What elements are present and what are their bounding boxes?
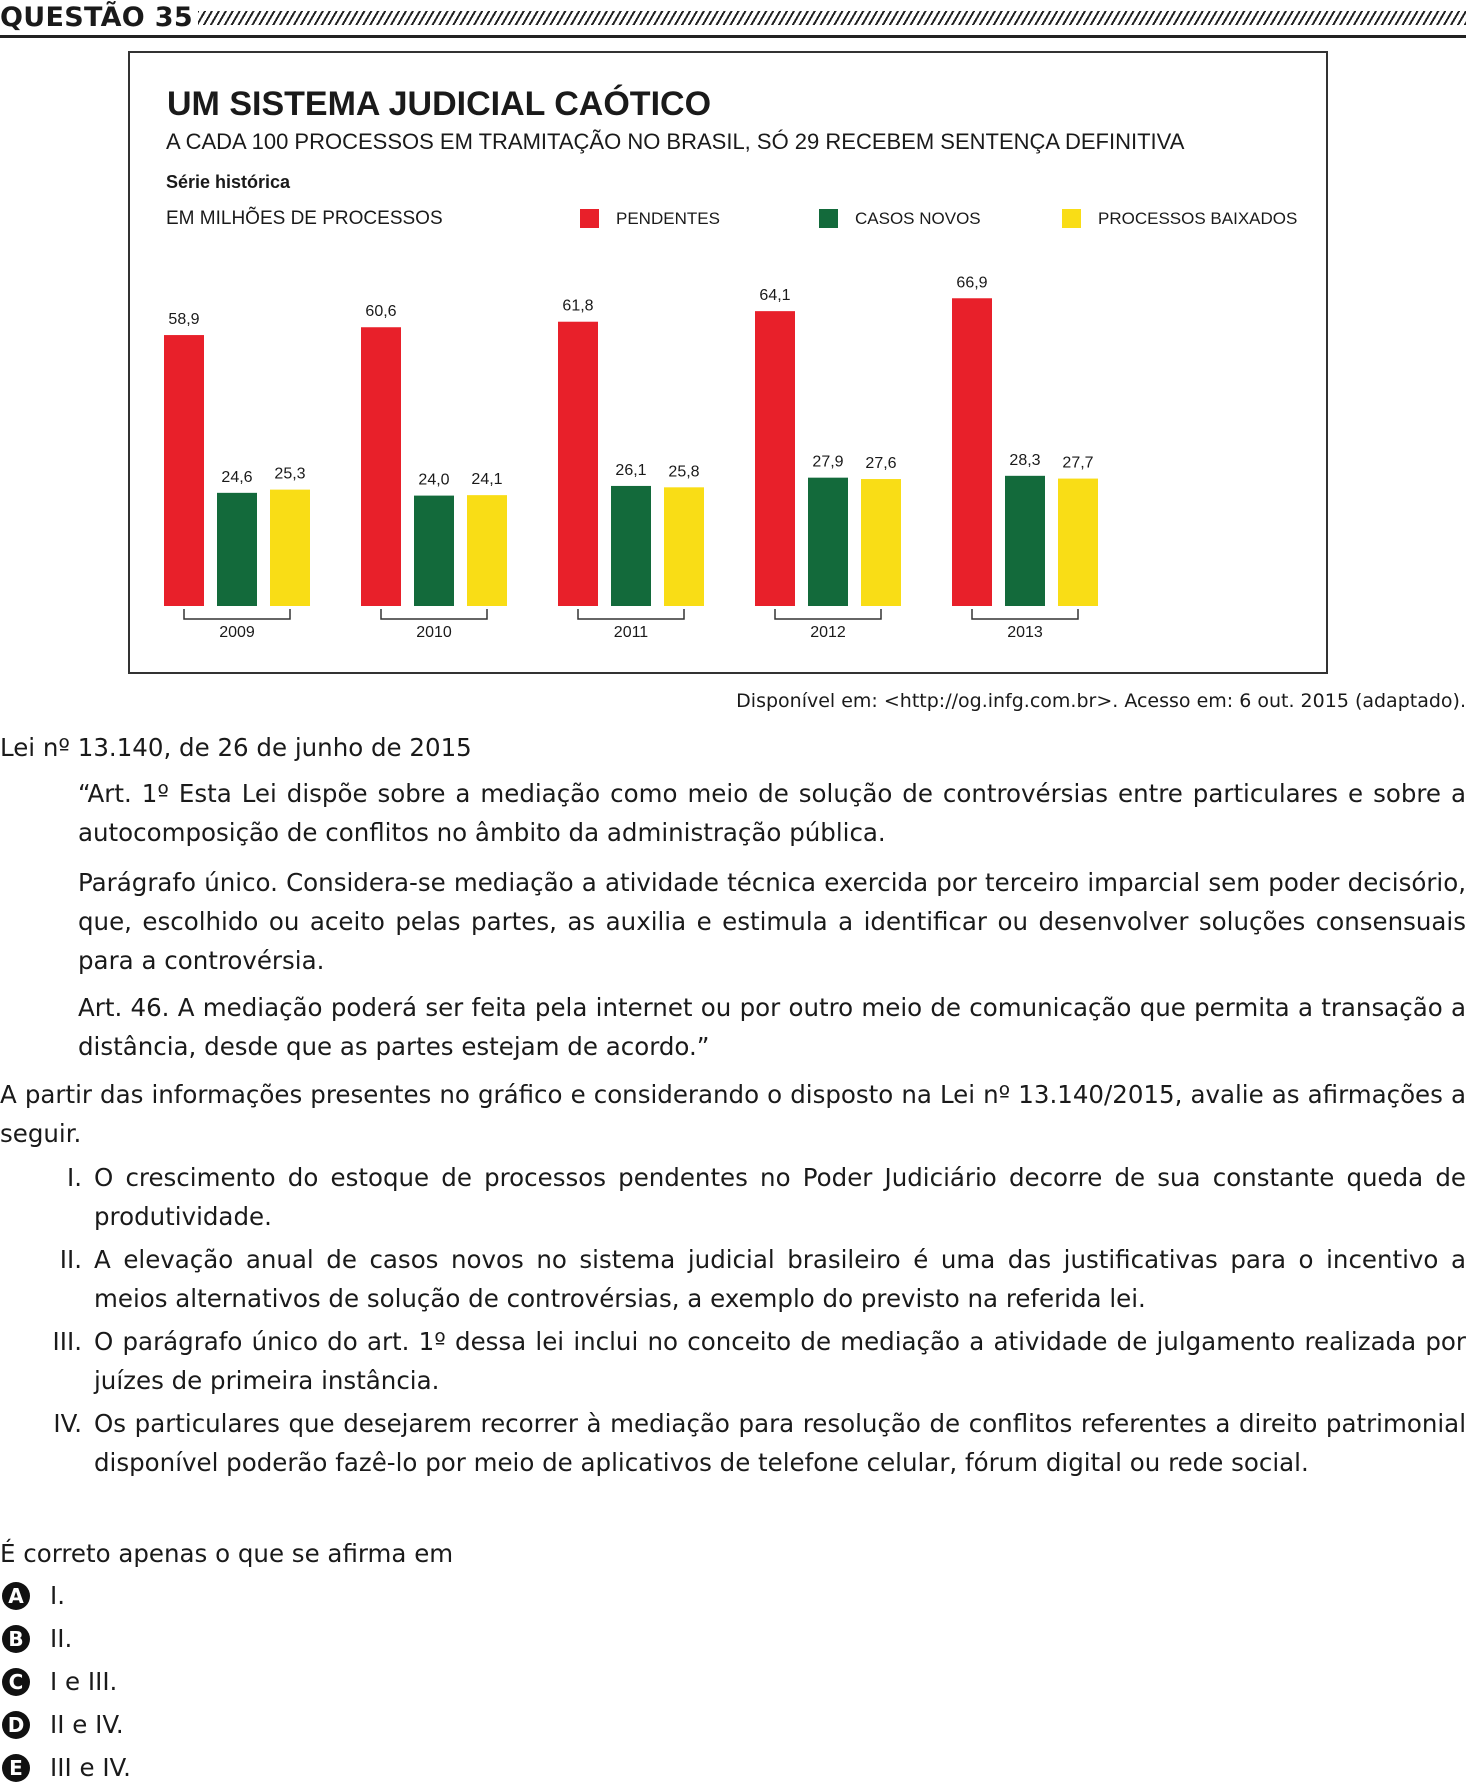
legend-swatch: [819, 209, 838, 228]
option-text: I e III.: [50, 1667, 118, 1696]
data-label: 64,1: [759, 287, 790, 304]
data-label: 58,9: [168, 311, 199, 328]
law-article-46: Art. 46. A mediação poderá ser feita pel…: [78, 993, 1466, 1061]
law-title: Lei nº 13.140, de 26 de junho de 2015: [0, 733, 472, 762]
statement-number: II.: [59, 1245, 82, 1274]
x-tick-label: 2009: [219, 624, 255, 641]
legend-swatch: [1062, 209, 1081, 228]
option-text: II.: [50, 1624, 73, 1653]
chart-figure: UM SISTEMA JUDICIAL CAÓTICO A CADA 100 P…: [128, 51, 1328, 674]
bar: [755, 311, 795, 606]
bar: [611, 485, 651, 606]
statement-text: A elevação anual de casos novos no siste…: [94, 1245, 1466, 1313]
question-title: QUESTÃO 35: [0, 2, 193, 33]
category-bracket: [380, 609, 488, 620]
category-bracket: [971, 609, 1079, 620]
law-article-1: “Art. 1º Esta Lei dispõe sobre a mediaçã…: [78, 779, 1466, 847]
bar: [217, 492, 257, 606]
data-label: 24,6: [221, 469, 252, 486]
legend-label: CASOS NOVOS: [855, 209, 981, 228]
bar: [808, 477, 848, 606]
question-header: QUESTÃO 35: [0, 0, 1466, 40]
bar: [558, 321, 598, 606]
data-label: 26,1: [615, 462, 646, 479]
category-bracket: [183, 609, 291, 620]
data-label: 27,7: [1062, 455, 1093, 472]
option-text: II e IV.: [50, 1710, 124, 1739]
bar: [467, 495, 507, 606]
chart-title: UM SISTEMA JUDICIAL CAÓTICO: [167, 85, 711, 123]
bar: [1005, 475, 1045, 606]
bar: [414, 495, 454, 606]
chart-bars: 58,9 24,6 25,3 60,6 24,0 24,1 61,8 26,1 25,8 64,1…: [164, 274, 1098, 606]
x-tick-label: 2011: [614, 624, 649, 641]
data-label: 24,1: [471, 471, 502, 488]
option-letter-badge: B: [2, 1625, 30, 1653]
x-tick-label: 2012: [810, 624, 846, 641]
legend-label: PROCESSOS BAIXADOS: [1098, 209, 1297, 228]
chart-x-axis: 2009 2010 2011 2012 2013: [183, 609, 1079, 641]
data-label: 25,8: [668, 463, 699, 480]
statement-number: IV.: [53, 1409, 82, 1438]
data-label: 61,8: [562, 298, 593, 315]
data-label: 27,6: [865, 455, 896, 472]
header-hatch-decoration: [198, 11, 1466, 25]
category-bracket: [577, 609, 685, 620]
statement-number: III.: [52, 1327, 82, 1356]
answer-prompt: É correto apenas o que se afirma em: [0, 1539, 454, 1568]
bar-chart: UM SISTEMA JUDICIAL CAÓTICO A CADA 100 P…: [164, 85, 1297, 641]
statement-text: Os particulares que desejarem recorrer à…: [94, 1409, 1466, 1477]
data-label: 27,9: [812, 454, 843, 471]
x-tick-label: 2010: [416, 624, 452, 641]
bar: [164, 335, 204, 606]
legend-label: PENDENTES: [616, 209, 720, 228]
chart-unit-label: EM MILHÕES DE PROCESSOS: [166, 207, 443, 229]
statement-text: O parágrafo único do art. 1º dessa lei i…: [94, 1327, 1466, 1395]
statement-text: O crescimento do estoque de processos pe…: [94, 1163, 1466, 1231]
bar: [861, 479, 901, 606]
option-text: I.: [50, 1581, 66, 1610]
data-label: 24,0: [418, 472, 449, 489]
bar: [270, 489, 310, 606]
option-letter-badge: C: [2, 1668, 30, 1696]
header-rule: [0, 35, 1466, 38]
option-letter-badge: A: [2, 1582, 30, 1610]
category-bracket: [774, 609, 882, 620]
x-tick-label: 2013: [1007, 624, 1043, 641]
source-citation: Disponível em: <http://og.infg.com.br>. …: [736, 690, 1466, 712]
statement-number: I.: [66, 1163, 82, 1192]
bar: [952, 298, 992, 606]
law-paragraph-unico: Parágrafo único. Considera-se mediação a…: [78, 868, 1466, 975]
chart-series-label: Série histórica: [166, 172, 291, 192]
data-label: 25,3: [274, 466, 305, 483]
question-intro: A partir das informações presentes no gr…: [0, 1080, 1466, 1148]
chart-subtitle: A CADA 100 PROCESSOS EM TRAMITAÇÃO NO BR…: [166, 129, 1185, 154]
legend-swatch: [580, 209, 599, 228]
data-label: 66,9: [956, 274, 987, 291]
option-letter-badge: D: [2, 1711, 30, 1739]
chart-legend: PENDENTES CASOS NOVOS PROCESSOS BAIXADOS: [580, 209, 1297, 228]
option-text: III e IV.: [50, 1753, 131, 1782]
option-letter-badge: E: [2, 1754, 30, 1782]
bar: [664, 487, 704, 606]
data-label: 60,6: [365, 303, 396, 320]
data-label: 28,3: [1009, 452, 1040, 469]
bar: [361, 327, 401, 606]
bar: [1058, 478, 1098, 606]
